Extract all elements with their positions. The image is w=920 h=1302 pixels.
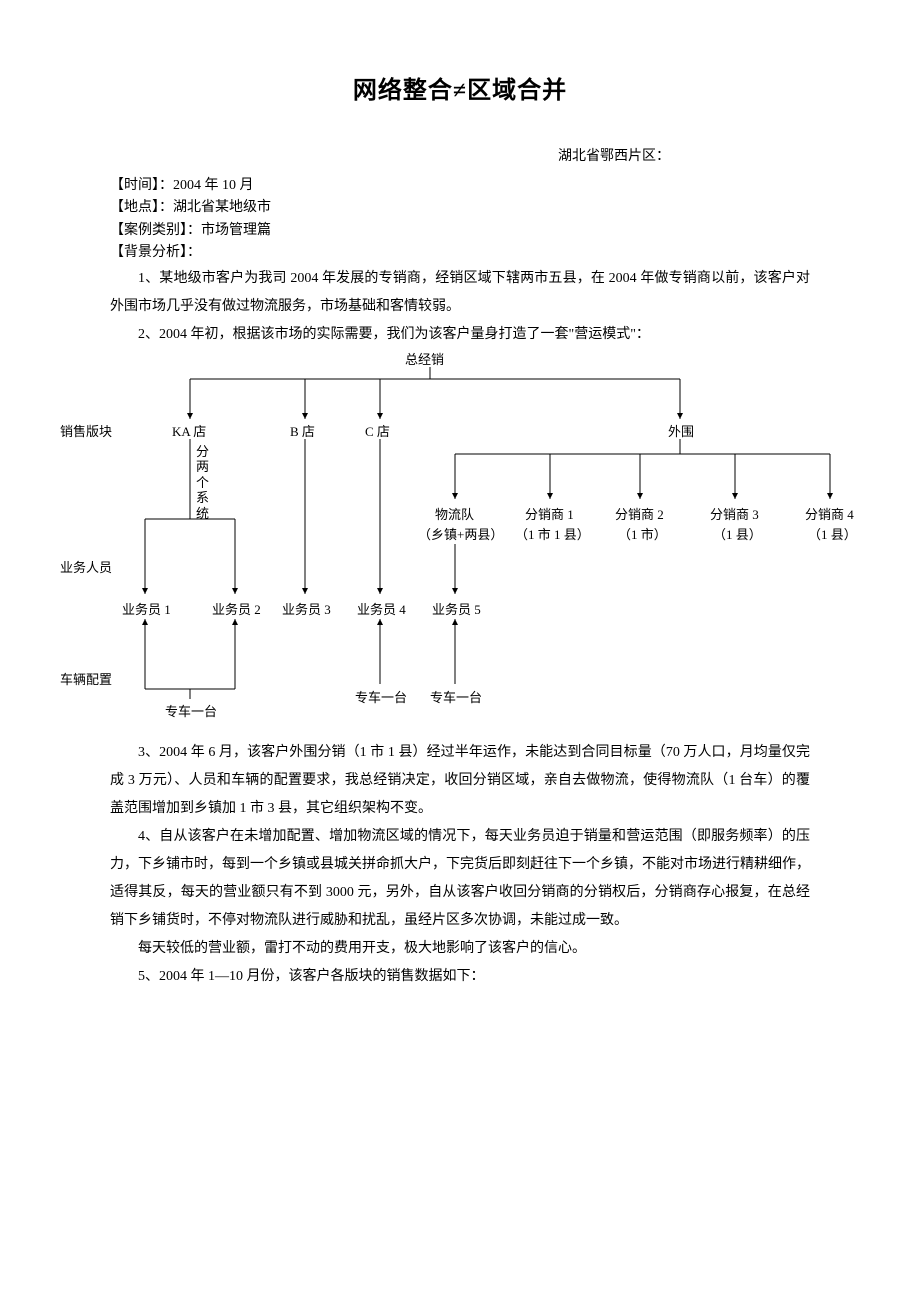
paragraph-6: 5、2004 年 1—10 月份，该客户各版块的销售数据如下： xyxy=(110,963,810,991)
meta-category: 【案例类别】：市场管理篇 xyxy=(110,220,810,242)
node-b: B 店 xyxy=(290,421,315,440)
side-label-vehicles: 车辆配置 xyxy=(60,669,112,688)
node-outer: 外围 xyxy=(668,421,694,440)
node-dist1: 分销商 1 xyxy=(525,504,574,523)
node-dist4: 分销商 4 xyxy=(805,504,854,523)
place-label: 【地点】： xyxy=(110,200,173,215)
node-logistics-sub: （乡镇+两县） xyxy=(418,524,503,543)
page-title: 网络整合≠区域合并 xyxy=(110,70,810,105)
meta-background: 【背景分析】： xyxy=(110,242,810,264)
node-dist2-sub: （1 市） xyxy=(618,524,667,543)
paragraph-5: 每天较低的营业额，雷打不动的费用开支，极大地影响了该客户的信心。 xyxy=(110,935,810,963)
node-dist2: 分销商 2 xyxy=(615,504,664,523)
node-staff5: 业务员 5 xyxy=(432,599,481,618)
node-logistics: 物流队 xyxy=(435,504,474,523)
paragraph-1: 1、某地级市客户为我司 2004 年发展的专销商，经销区域下辖两市五县，在 20… xyxy=(110,265,810,321)
node-car1: 专车一台 xyxy=(165,701,217,720)
category-value: 市场管理篇 xyxy=(201,223,271,238)
document-page: 网络整合≠区域合并 湖北省鄂西片区： 【时间】：2004 年 10 月 【地点】… xyxy=(0,0,920,1302)
node-c: C 店 xyxy=(365,421,390,440)
node-dist3-sub: （1 县） xyxy=(713,524,762,543)
node-staff1: 业务员 1 xyxy=(122,599,171,618)
node-staff4: 业务员 4 xyxy=(357,599,406,618)
meta-place: 【地点】：湖北省某地级市 xyxy=(110,197,810,219)
time-label: 【时间】： xyxy=(110,178,173,193)
side-label-sales: 销售版块 xyxy=(60,421,112,440)
node-staff3: 业务员 3 xyxy=(282,599,331,618)
side-label-staff: 业务人员 xyxy=(60,557,112,576)
category-label: 【案例类别】： xyxy=(110,223,201,238)
meta-time: 【时间】：2004 年 10 月 xyxy=(110,175,810,197)
node-dist3: 分销商 3 xyxy=(710,504,759,523)
node-dist4-sub: （1 县） xyxy=(808,524,857,543)
ka-note: 分两个系统 xyxy=(196,444,210,522)
paragraph-2: 2、2004 年初，根据该市场的实际需要，我们为该客户量身打造了一套"营运模式"… xyxy=(110,321,810,349)
node-car3: 专车一台 xyxy=(430,687,482,706)
node-staff2: 业务员 2 xyxy=(212,599,261,618)
background-label: 【背景分析】： xyxy=(110,245,201,260)
author-line: 湖北省鄂西片区： xyxy=(110,145,810,165)
time-value: 2004 年 10 月 xyxy=(173,178,254,193)
paragraph-4: 4、自从该客户在未增加配置、增加物流区域的情况下，每天业务员迫于销量和营运范围（… xyxy=(110,823,810,935)
node-ka: KA 店 xyxy=(172,421,206,440)
node-root: 总经销 xyxy=(405,349,444,368)
org-diagram: 销售版块 业务人员 车辆配置 总经销 KA 店 B 店 C 店 外围 分两个系统… xyxy=(60,349,860,729)
place-value: 湖北省某地级市 xyxy=(173,200,271,215)
paragraph-3: 3、2004 年 6 月，该客户外围分销（1 市 1 县）经过半年运作，未能达到… xyxy=(110,739,810,823)
node-dist1-sub: （1 市 1 县） xyxy=(515,524,590,543)
node-car2: 专车一台 xyxy=(355,687,407,706)
